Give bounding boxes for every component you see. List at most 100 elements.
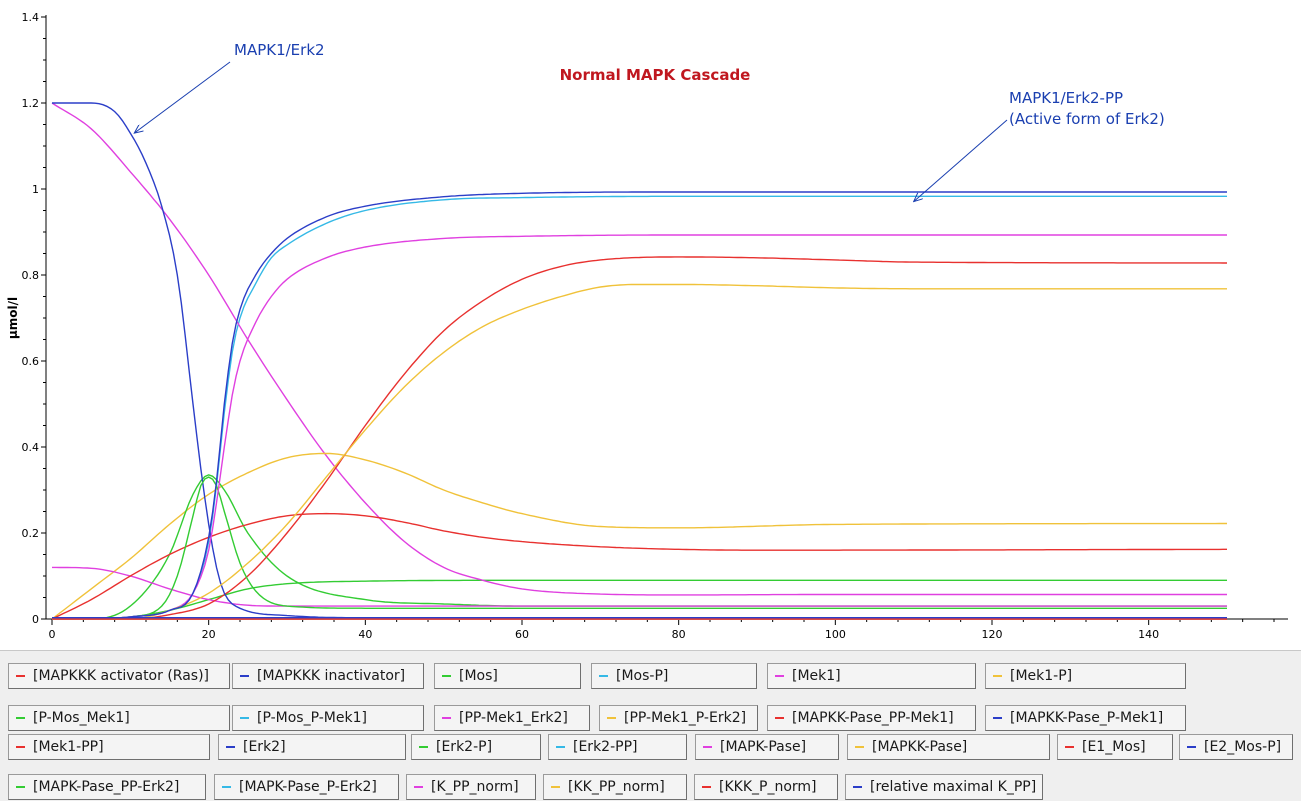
legend-label: [Mos-P] — [616, 668, 669, 684]
legend-label: [MAPK-Pase_PP-Erk2] — [33, 779, 180, 795]
legend-label: [Mos] — [459, 668, 498, 684]
legend-swatch — [853, 786, 862, 788]
legend-label: [E2_Mos-P] — [1204, 739, 1282, 755]
legend-swatch — [240, 717, 249, 719]
legend-item[interactable]: [KK_PP_norm] — [543, 774, 687, 800]
legend-item[interactable]: [Erk2] — [218, 734, 406, 760]
legend-swatch — [16, 746, 25, 748]
annotation-label: MAPK1/Erk2-PP — [1009, 89, 1123, 107]
legend-label: [MAPKKK inactivator] — [257, 668, 406, 684]
legend-swatch — [775, 675, 784, 677]
legend-label: [P-Mos_P-Mek1] — [257, 710, 367, 726]
legend-label: [relative maximal K_PP] — [870, 779, 1037, 795]
legend-label: [MAPKKK activator (Ras)] — [33, 668, 210, 684]
legend-label: [Mek1-P] — [1010, 668, 1073, 684]
x-tick-label: 140 — [1138, 628, 1159, 641]
x-tick-label: 100 — [825, 628, 846, 641]
x-tick-label: 60 — [515, 628, 529, 641]
x-tick-label: 0 — [49, 628, 56, 641]
legend-item[interactable]: [P-Mos_Mek1] — [8, 705, 230, 731]
legend-swatch — [703, 746, 712, 748]
y-tick-label: 1 — [32, 183, 39, 196]
legend-label: [Erk2] — [243, 739, 286, 755]
legend-item[interactable]: [MAPKK-Pase_PP-Mek1] — [767, 705, 976, 731]
legend-swatch — [607, 717, 616, 719]
chart-plot: 0 0.2 0.4 0.6 0.8 1 1.2 1.4 0 20 40 60 80 100 120 140 M… — [6, 11, 1288, 650]
legend-item[interactable]: [Mek1-P] — [985, 663, 1186, 689]
legend-label: [K_PP_norm] — [431, 779, 519, 795]
legend-swatch — [222, 786, 231, 788]
legend-swatch — [551, 786, 560, 788]
legend-label: [MAPK-Pase] — [720, 739, 807, 755]
legend-swatch — [442, 675, 451, 677]
legend-item[interactable]: [Mek1-PP] — [8, 734, 210, 760]
legend-item[interactable]: [K_PP_norm] — [406, 774, 536, 800]
legend-label: [MAPKK-Pase_P-Mek1] — [1010, 710, 1164, 726]
y-tick-label: 0.4 — [22, 441, 40, 454]
legend-label: [KKK_P_norm] — [719, 779, 817, 795]
series-line-erk2-p — [52, 476, 1227, 620]
series-line-p-mos-mek1 — [52, 474, 1227, 620]
legend-item[interactable]: [PP-Mek1_Erk2] — [434, 705, 590, 731]
legend-item[interactable]: [Erk2-PP] — [548, 734, 687, 760]
y-tick-label: 0 — [32, 613, 39, 626]
series-line-mapkk-pase — [52, 283, 1227, 620]
legend-swatch — [414, 786, 423, 788]
legend-item[interactable]: [KKK_P_norm] — [694, 774, 838, 800]
legend-item[interactable]: [E1_Mos] — [1057, 734, 1173, 760]
legend-item[interactable]: [MAPK-Pase] — [695, 734, 839, 760]
legend-swatch — [442, 717, 451, 719]
legend-item[interactable]: [Mos] — [434, 663, 581, 689]
legend-label: [Mek1-PP] — [33, 739, 104, 755]
legend: [MAPKKK activator (Ras)] [MAPKKK inactiva… — [0, 650, 1301, 801]
series-line-mos — [52, 579, 1227, 620]
legend-item[interactable]: [MAPKKK inactivator] — [232, 663, 424, 689]
legend-item[interactable]: [Mos-P] — [591, 663, 757, 689]
annotation-arrow — [914, 119, 1008, 202]
series-line-e2-mos-p — [52, 191, 1227, 620]
series-line-mek1-pp — [52, 256, 1227, 620]
legend-item[interactable]: [Erk2-P] — [411, 734, 541, 760]
legend-label: [Erk2-P] — [436, 739, 493, 755]
legend-label: [P-Mos_Mek1] — [33, 710, 130, 726]
legend-swatch — [775, 717, 784, 719]
y-tick-label: 0.2 — [22, 527, 40, 540]
legend-item[interactable]: [PP-Mek1_P-Erk2] — [599, 705, 758, 731]
legend-label: [PP-Mek1_Erk2] — [459, 710, 568, 726]
annotation-arrow — [134, 61, 231, 133]
legend-swatch — [993, 675, 1002, 677]
legend-item[interactable]: [MAPK-Pase_PP-Erk2] — [8, 774, 206, 800]
legend-item[interactable]: [E2_Mos-P] — [1179, 734, 1293, 760]
legend-item[interactable]: [MAPK-Pase_P-Erk2] — [214, 774, 399, 800]
legend-swatch — [1187, 746, 1196, 748]
legend-label: [KK_PP_norm] — [568, 779, 665, 795]
series-line-mapkk-pase-pp-mek1 — [51, 512, 1227, 620]
legend-swatch — [599, 675, 608, 677]
legend-swatch — [1065, 746, 1074, 748]
annotation-label: MAPK1/Erk2 — [234, 41, 325, 59]
legend-label: [E1_Mos] — [1082, 739, 1146, 755]
legend-item[interactable]: [P-Mos_P-Mek1] — [232, 705, 424, 731]
series-lines — [51, 102, 1227, 620]
legend-item[interactable]: [relative maximal K_PP] — [845, 774, 1043, 800]
series-line-mek1 — [51, 102, 1227, 596]
legend-item[interactable]: [MAPKK-Pase] — [847, 734, 1050, 760]
legend-swatch — [16, 717, 25, 719]
legend-swatch — [702, 786, 711, 788]
legend-item[interactable]: [MAPKKK activator (Ras)] — [8, 663, 230, 689]
series-line-mek1-p — [51, 452, 1227, 620]
series-line-erk2 — [52, 102, 1227, 619]
y-tick-label: 0.6 — [22, 355, 40, 368]
legend-swatch — [419, 746, 428, 748]
legend-label: [MAPKK-Pase] — [872, 739, 968, 755]
x-tick-label: 20 — [202, 628, 216, 641]
legend-item[interactable]: [Mek1] — [767, 663, 976, 689]
x-tick-label: 80 — [672, 628, 686, 641]
legend-swatch — [226, 746, 235, 748]
y-axis-title: µmol/l — [6, 297, 20, 339]
legend-label: [MAPK-Pase_P-Erk2] — [239, 779, 377, 795]
legend-item[interactable]: [MAPKK-Pase_P-Mek1] — [985, 705, 1186, 731]
series-line-mos-p — [52, 195, 1227, 620]
legend-swatch — [993, 717, 1002, 719]
x-tick-label: 120 — [982, 628, 1003, 641]
